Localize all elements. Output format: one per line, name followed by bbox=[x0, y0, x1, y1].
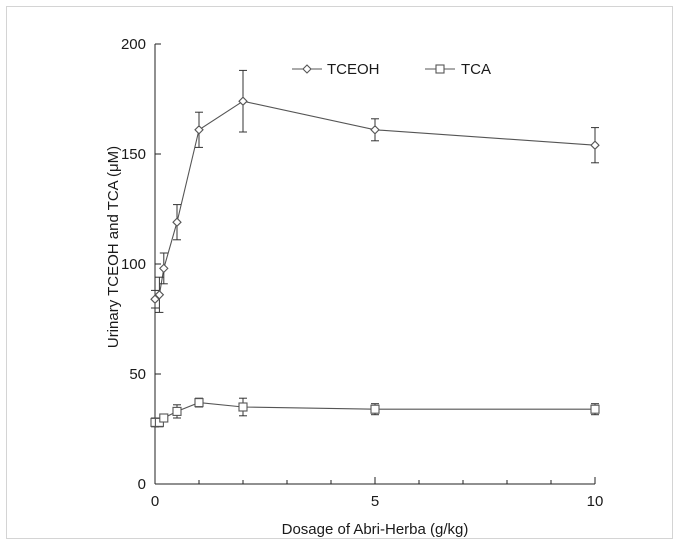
y-tick-label: 200 bbox=[121, 36, 146, 53]
data-point-tca bbox=[370, 404, 380, 414]
data-point-tceoh bbox=[172, 217, 182, 227]
data-point-tceoh bbox=[150, 294, 160, 304]
chart-frame: 0 50 100 150 200 0 5 10 TCEOH TCA Dosage of Abri… bbox=[6, 6, 673, 539]
data-point-tca bbox=[159, 413, 169, 423]
y-tick-label: 100 bbox=[121, 256, 146, 273]
x-axis-label: Dosage of Abri-Herba (g/kg) bbox=[282, 521, 469, 538]
data-point-tca bbox=[172, 406, 182, 416]
data-point-tceoh bbox=[154, 290, 165, 300]
data-point-tceoh bbox=[194, 125, 204, 135]
data-point-tceoh bbox=[159, 263, 169, 274]
legend-item-tceoh: TCEOH bbox=[292, 61, 380, 78]
axes bbox=[154, 44, 595, 485]
tick-labels: 0 50 100 150 200 0 5 10 bbox=[121, 36, 603, 510]
data-point-tca bbox=[590, 404, 600, 414]
y-tick-label: 0 bbox=[138, 476, 146, 493]
y-tick-label: 50 bbox=[129, 366, 146, 383]
x-tick-label: 0 bbox=[151, 493, 159, 510]
tick-marks bbox=[154, 43, 596, 485]
series-tceoh bbox=[150, 69, 600, 313]
x-tick-label: 10 bbox=[587, 493, 604, 510]
line-chart: 0 50 100 150 200 0 5 10 TCEOH TCA Dosage of Abri… bbox=[105, 36, 603, 538]
series-layer bbox=[150, 69, 600, 428]
data-point-tceoh bbox=[590, 140, 600, 150]
legend-label-tca: TCA bbox=[461, 61, 491, 78]
legend-item-tca: TCA bbox=[425, 61, 491, 78]
y-axis-label: Urinary TCEOH and TCA (μM) bbox=[105, 146, 122, 348]
x-tick-label: 5 bbox=[371, 493, 379, 510]
data-point-tceoh bbox=[370, 125, 380, 135]
series-tca bbox=[150, 397, 600, 428]
series-line-tceoh bbox=[154, 100, 596, 300]
data-point-tca bbox=[238, 402, 248, 412]
legend-label-tceoh: TCEOH bbox=[327, 61, 380, 78]
data-point-tceoh bbox=[238, 96, 248, 106]
legend: TCEOH TCA bbox=[292, 61, 491, 78]
data-point-tca bbox=[194, 398, 204, 408]
legend-marker-tceoh bbox=[302, 64, 312, 74]
legend-marker-tca bbox=[435, 64, 445, 74]
y-tick-label: 150 bbox=[121, 146, 146, 163]
